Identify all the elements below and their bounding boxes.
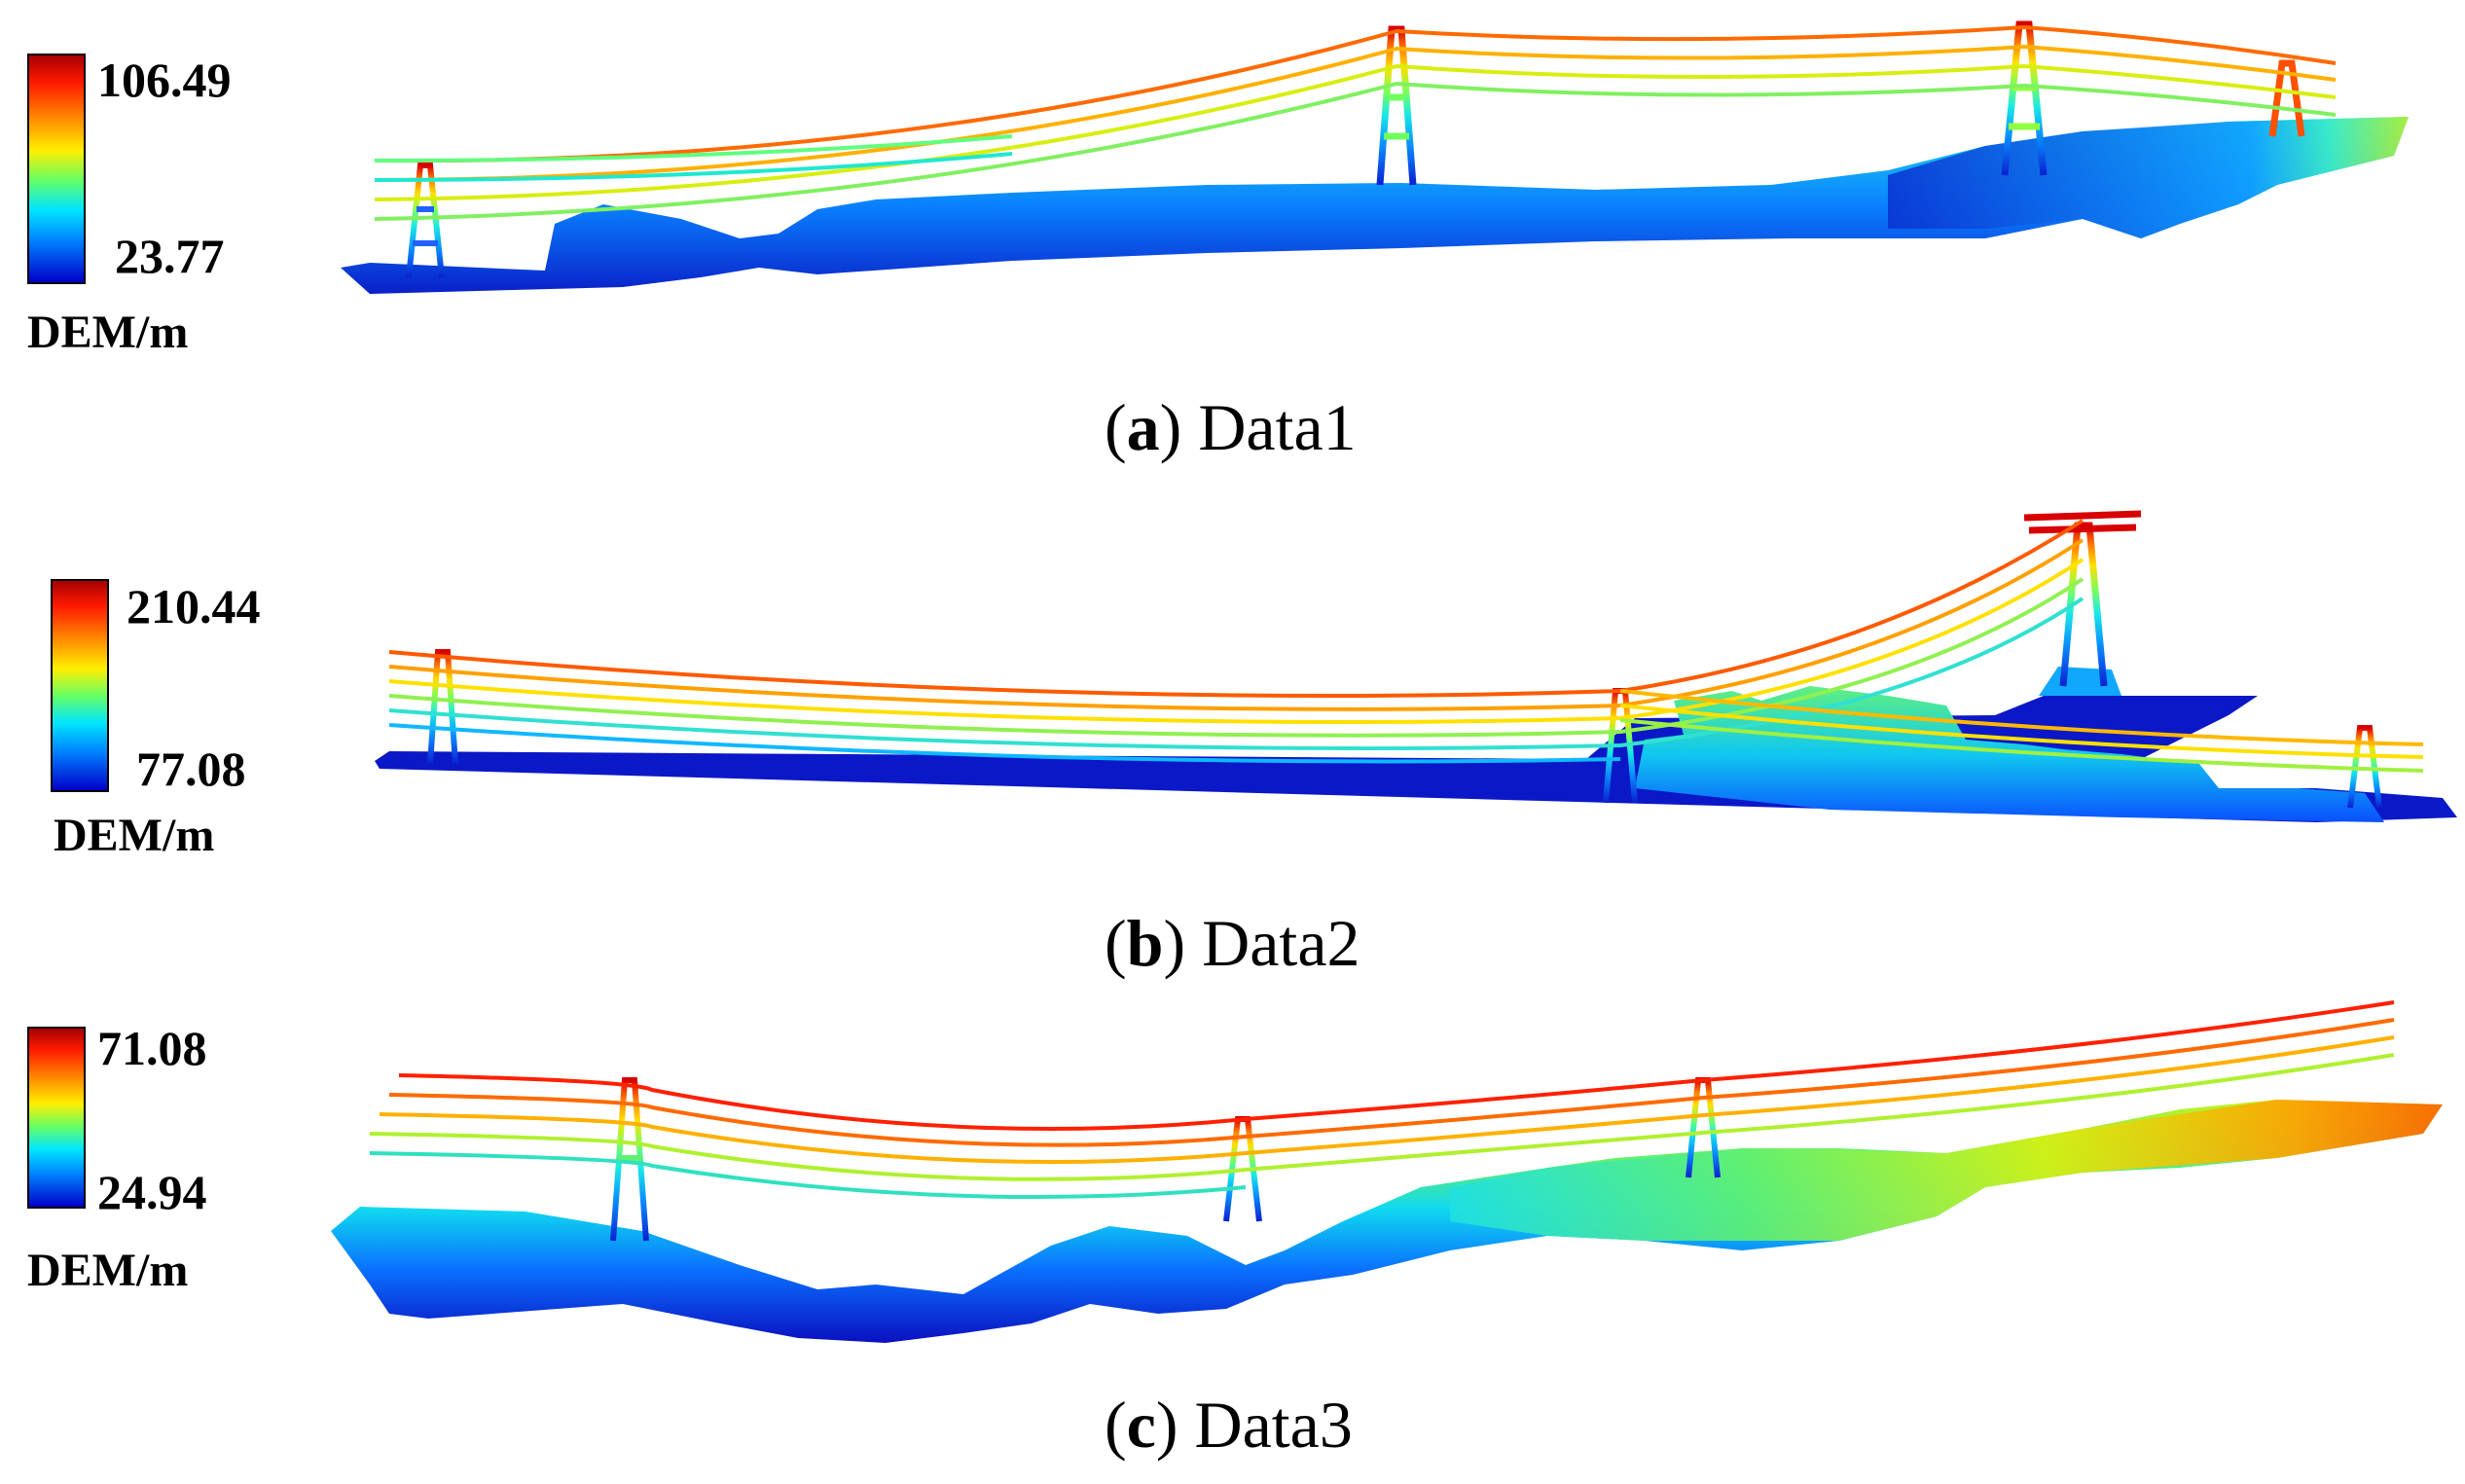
caption-c: (c) Data3 [1105, 1388, 1353, 1462]
point-cloud-data3 [331, 1000, 2443, 1343]
tower-a4 [2268, 59, 2305, 137]
panel-data1: 106.49 23.77 DEM/m [0, 0, 2465, 487]
colorbar-c [27, 1027, 86, 1209]
colorbar-a-min: 23.77 [115, 229, 225, 283]
colorbar-a-max: 106.49 [97, 53, 232, 107]
colorbar-a-unit: DEM/m [27, 307, 189, 358]
caption-b: (b) Data2 [1105, 906, 1360, 980]
power-lines-b [388, 519, 2424, 773]
point-cloud-data2 [375, 510, 2457, 822]
tower-b1 [427, 649, 458, 765]
point-cloud-data1 [341, 20, 2409, 294]
colorbar-b-unit: DEM/m [54, 810, 215, 861]
tower-a1 [406, 163, 445, 278]
caption-a: (a) Data1 [1105, 390, 1357, 464]
colorbar-c-unit: DEM/m [27, 1245, 189, 1296]
panel-data2: 210.44 77.08 DEM/m [0, 487, 2465, 993]
colorbar-b-max: 210.44 [127, 579, 261, 633]
terrain-a [341, 117, 2409, 294]
colorbar-c-max: 71.08 [97, 1021, 207, 1075]
colorbar-b-min: 77.08 [136, 742, 246, 796]
power-lines-a [374, 24, 2337, 221]
panel-data3: 71.08 24.94 DEM/m [0, 993, 2465, 1484]
colorbar-c-min: 24.94 [97, 1165, 207, 1219]
vegetation-b [1635, 686, 2384, 822]
colorbar-b [51, 579, 109, 792]
power-lines-c [369, 1000, 2395, 1200]
colorbar-a [27, 54, 86, 284]
